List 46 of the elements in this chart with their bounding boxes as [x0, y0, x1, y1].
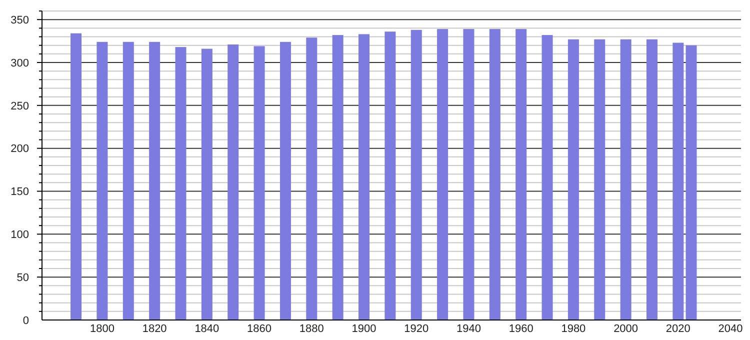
bar — [672, 42, 684, 320]
x-tick-label: 2020 — [666, 323, 690, 335]
bar — [646, 39, 658, 320]
x-tick-label: 1920 — [404, 323, 429, 335]
y-tick-label: 250 — [10, 100, 29, 112]
bar — [254, 46, 265, 320]
bar — [175, 47, 186, 320]
x-tick-label: 1820 — [142, 323, 167, 335]
y-tick-label: 300 — [10, 57, 29, 70]
bar — [568, 39, 579, 320]
y-tick-label: 100 — [10, 229, 29, 242]
x-tick-label: 1960 — [508, 323, 534, 335]
bar — [542, 35, 553, 320]
x-tick-label: 1800 — [90, 323, 114, 335]
y-tick-label: 50 — [16, 272, 29, 284]
bar — [489, 29, 500, 320]
x-tick-label: 1880 — [299, 323, 324, 335]
y-tick-label: 150 — [10, 186, 29, 198]
x-tick-label: 1900 — [352, 323, 376, 335]
y-tick-label: 0 — [22, 314, 29, 327]
bar — [358, 34, 370, 320]
bar — [620, 39, 632, 320]
bar — [686, 45, 697, 320]
bar — [70, 33, 82, 320]
bar — [201, 48, 212, 320]
bar — [594, 39, 606, 320]
bar — [410, 30, 422, 320]
bar — [463, 29, 474, 320]
bar — [437, 29, 448, 320]
y-tick-label: 350 — [10, 14, 29, 26]
bar — [96, 42, 108, 320]
x-tick-label: 2000 — [614, 323, 638, 335]
bar — [332, 35, 344, 320]
bar — [516, 29, 527, 320]
bar — [280, 42, 291, 320]
bar — [228, 44, 239, 320]
x-tick-label: 1840 — [194, 323, 220, 335]
x-tick-label: 1980 — [561, 323, 586, 335]
x-tick-label: 1860 — [247, 323, 272, 335]
y-tick-label: 200 — [10, 143, 29, 156]
bar — [306, 38, 318, 320]
bar — [149, 42, 160, 320]
bar — [384, 32, 396, 320]
bar — [122, 42, 134, 320]
x-tick-label: 2040 — [718, 323, 743, 335]
x-tick-label: 1940 — [456, 323, 481, 335]
